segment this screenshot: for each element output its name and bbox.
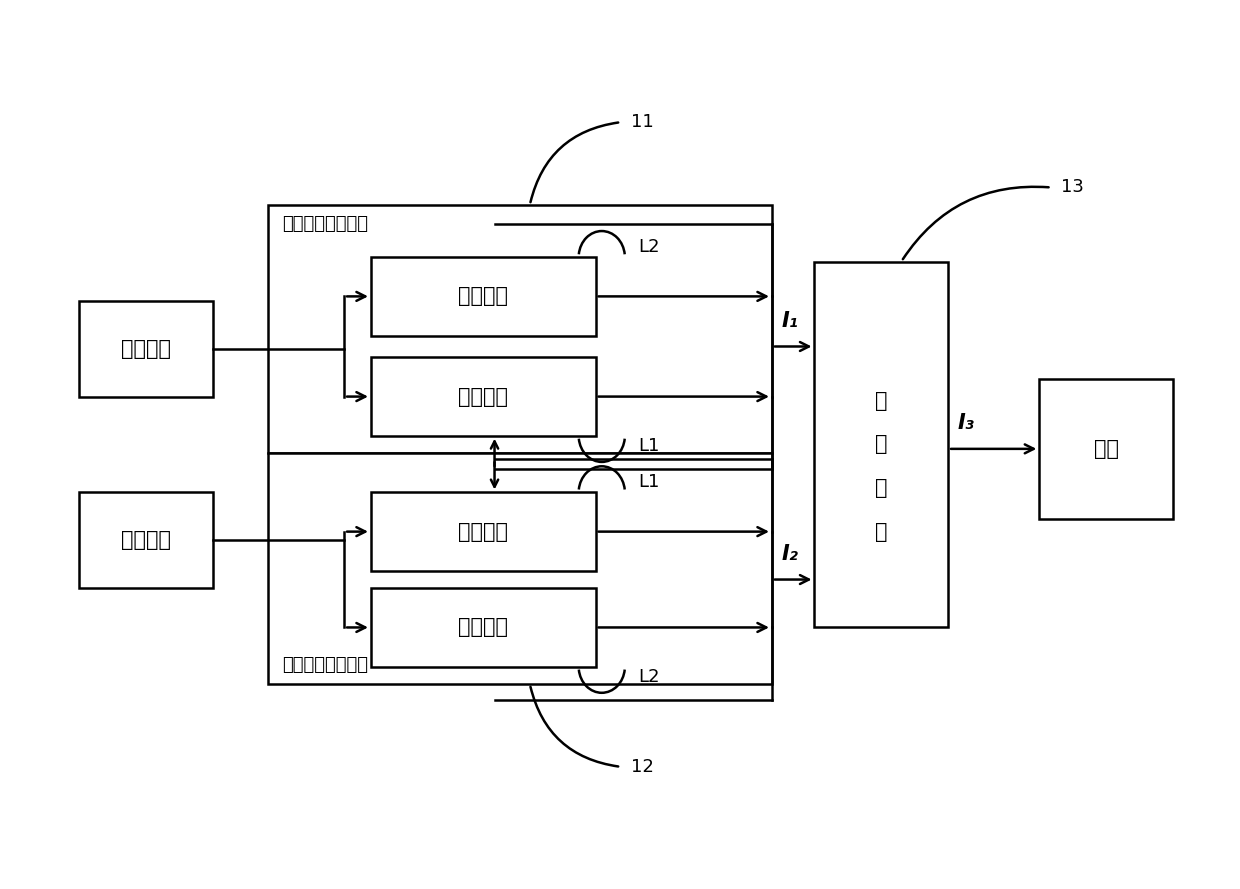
Text: 11: 11 — [631, 113, 653, 132]
Text: 负载: 负载 — [1094, 439, 1118, 459]
Text: 板: 板 — [875, 523, 888, 542]
Bar — [371, 493, 595, 571]
FancyArrowPatch shape — [531, 687, 619, 766]
Text: L1: L1 — [639, 473, 660, 491]
Text: 13: 13 — [1061, 179, 1084, 196]
Text: 第二支路: 第二支路 — [459, 286, 508, 307]
Text: 12: 12 — [631, 757, 653, 776]
FancyArrowPatch shape — [531, 123, 619, 202]
Bar — [79, 300, 213, 396]
Bar — [371, 257, 595, 335]
Text: 第一支路: 第一支路 — [459, 522, 508, 541]
Bar — [268, 205, 771, 453]
Text: 第一电源控制单元: 第一电源控制单元 — [283, 215, 368, 234]
Bar — [268, 453, 771, 685]
Text: 第二电源: 第二电源 — [122, 531, 171, 550]
Bar — [79, 493, 213, 589]
Text: 源: 源 — [875, 435, 888, 454]
Text: 电: 电 — [875, 390, 888, 411]
Text: 第一电源: 第一电源 — [122, 339, 171, 358]
Bar — [371, 589, 595, 667]
Text: L2: L2 — [639, 237, 660, 256]
FancyArrowPatch shape — [903, 187, 1049, 260]
Text: I₂: I₂ — [781, 544, 799, 564]
Text: L1: L1 — [639, 437, 660, 455]
Text: I₁: I₁ — [781, 311, 799, 331]
Text: 第二电源控制单元: 第二电源控制单元 — [283, 655, 368, 674]
Bar — [371, 357, 595, 436]
Bar — [1039, 379, 1173, 518]
Text: 背: 背 — [875, 478, 888, 499]
Text: 第二支路: 第二支路 — [459, 618, 508, 637]
Text: 第一支路: 第一支路 — [459, 387, 508, 406]
Bar — [815, 261, 949, 628]
Text: L2: L2 — [639, 669, 660, 686]
Text: I₃: I₃ — [957, 413, 975, 433]
